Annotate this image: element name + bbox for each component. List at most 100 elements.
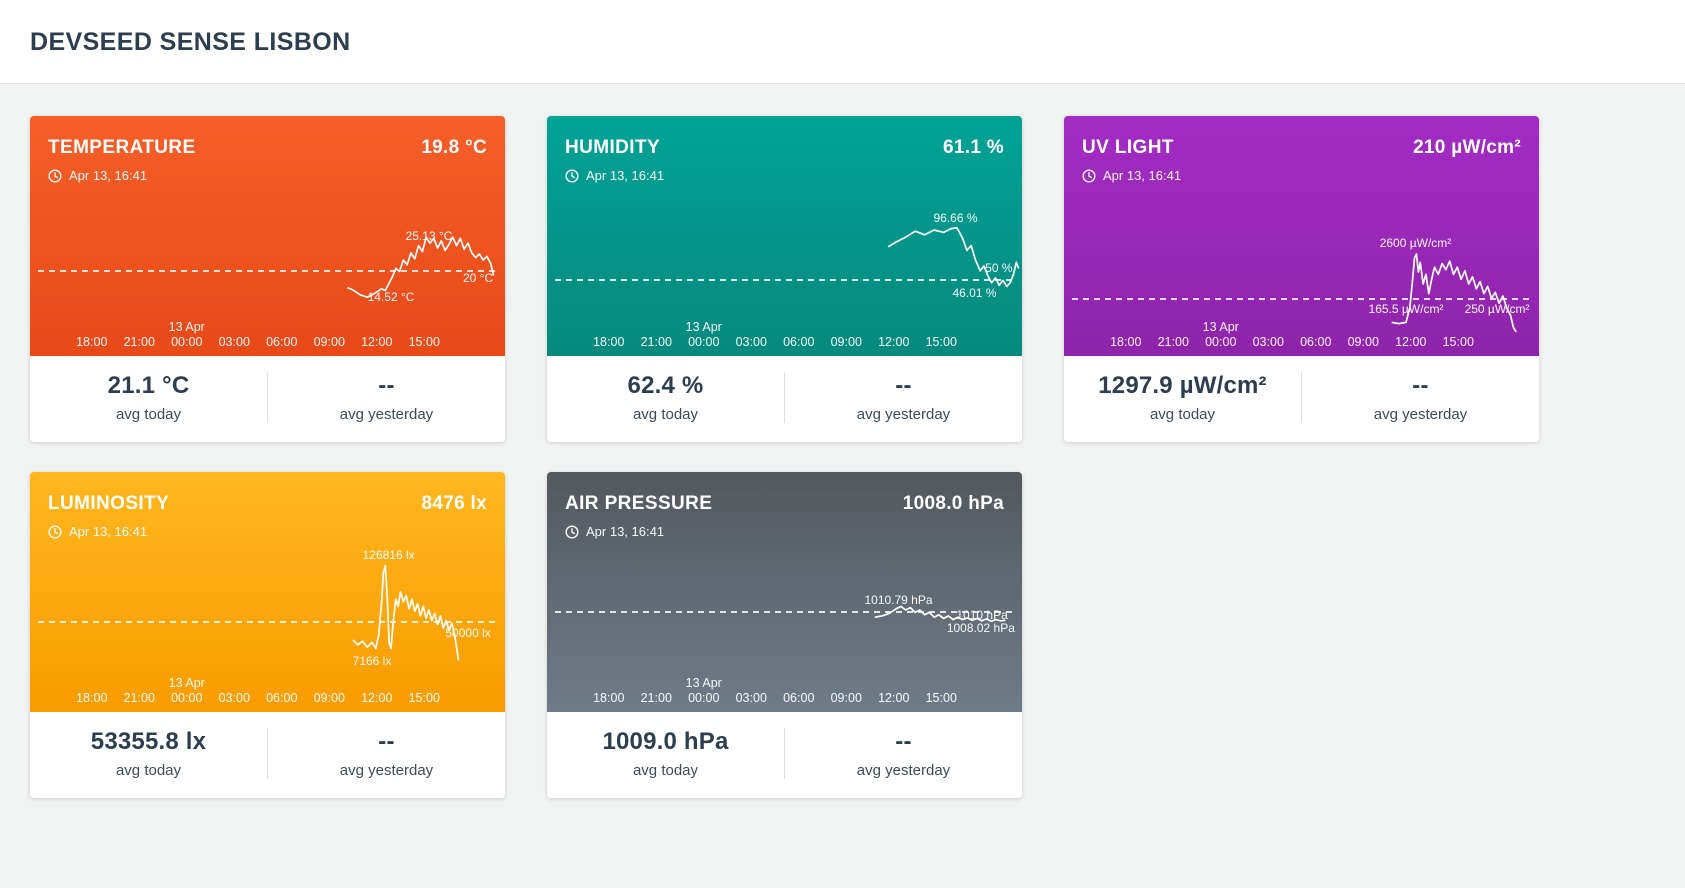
x-axis-date: 13 Apr (168, 676, 205, 690)
x-tick: 18:00 (1110, 335, 1142, 349)
avg-today-value: 62.4 % (627, 372, 704, 399)
x-tick: 12:00 (878, 691, 910, 705)
x-tick: 21:00 (123, 335, 155, 349)
x-tick: 15:00 (925, 335, 957, 349)
x-axis-date: 13 Apr (685, 676, 722, 690)
avg-yesterday-label: avg yesterday (339, 762, 434, 779)
threshold-annotation: 50000 lx (445, 625, 491, 640)
x-tick: 03:00 (735, 691, 767, 705)
x-tick: 06:00 (783, 335, 815, 349)
sensor-card-humidity[interactable]: HUMIDITY 61.1 % Apr 13, 16:41 96.66 % 46… (547, 116, 1022, 442)
uv-light-chart: UV LIGHT 210 µW/cm² Apr 13, 16:41 2600 µ… (1064, 116, 1539, 356)
clock-icon (1082, 168, 1096, 183)
timestamp: Apr 13, 16:41 (547, 515, 1022, 539)
x-tick: 00:00 (688, 335, 720, 349)
x-axis-date: 13 Apr (685, 320, 722, 334)
max-annotation: 96.66 % (933, 210, 978, 225)
timestamp-label: Apr 13, 16:41 (69, 168, 148, 183)
x-tick: 06:00 (266, 691, 298, 705)
x-tick: 21:00 (123, 691, 155, 705)
x-tick: 00:00 (688, 691, 720, 705)
avg-today-label: avg today (632, 406, 699, 423)
x-tick: 00:00 (1205, 335, 1237, 349)
x-tick: 18:00 (76, 335, 108, 349)
x-axis-date: 13 Apr (168, 320, 205, 334)
timestamp: Apr 13, 16:41 (30, 515, 505, 539)
x-tick: 18:00 (76, 691, 108, 705)
current-value: 1008.0 hPa (902, 493, 1004, 514)
x-tick: 15:00 (925, 691, 957, 705)
luminosity-chart: LUMINOSITY 8476 lx Apr 13, 16:41 126816 … (30, 472, 505, 712)
sensor-card-luminosity[interactable]: LUMINOSITY 8476 lx Apr 13, 16:41 126816 … (30, 472, 505, 798)
threshold-line (38, 620, 497, 623)
temperature-chart: TEMPERATURE 19.8 °C Apr 13, 16:41 25.13 … (30, 116, 505, 356)
threshold-line (1072, 298, 1531, 301)
x-tick: 09:00 (1347, 335, 1379, 349)
current-value: 210 µW/cm² (1413, 137, 1521, 158)
x-tick: 18:00 (593, 335, 625, 349)
avg-today-label: avg today (632, 762, 699, 779)
threshold-annotation: 250 µW/cm² (1464, 302, 1530, 316)
max-annotation: 25.13 °C (405, 228, 453, 243)
x-tick: 06:00 (1300, 335, 1332, 349)
avg-yesterday-label: avg yesterday (1373, 406, 1468, 423)
threshold-annotation: 1010 hPa (956, 607, 1008, 622)
avg-yesterday-value: -- (895, 372, 912, 399)
threshold-line (38, 269, 497, 272)
x-tick: 06:00 (266, 335, 298, 349)
card-title: AIR PRESSURE (565, 493, 713, 514)
min-annotation: 165.5 µW/cm² (1368, 302, 1444, 316)
min-annotation: 46.01 % (952, 286, 997, 301)
x-tick: 21:00 (1157, 335, 1189, 349)
avg-today-label: avg today (115, 762, 182, 779)
sparkline (547, 116, 1022, 356)
chart-header: UV LIGHT 210 µW/cm² (1064, 116, 1539, 159)
current-value: 19.8 °C (421, 137, 487, 158)
divider (784, 372, 785, 423)
max-annotation: 126816 lx (362, 547, 415, 562)
max-annotation: 2600 µW/cm² (1379, 236, 1452, 250)
sensor-card-temperature[interactable]: TEMPERATURE 19.8 °C Apr 13, 16:41 25.13 … (30, 116, 505, 442)
chart-header: LUMINOSITY 8476 lx (30, 472, 505, 515)
x-axis: 18:00 21:00 00:00 03:00 06:00 09:00 12:0… (30, 670, 505, 712)
top-bar: DEVSEED SENSE LISBON (0, 0, 1685, 84)
avg-yesterday-label: avg yesterday (856, 406, 951, 423)
x-tick: 03:00 (218, 335, 250, 349)
divider (1301, 372, 1302, 423)
sensor-card-air-pressure[interactable]: AIR PRESSURE 1008.0 hPa Apr 13, 16:41 10… (547, 472, 1022, 798)
clock-icon (48, 524, 62, 539)
avg-today-stat: 62.4 % avg today (547, 372, 784, 423)
x-tick: 09:00 (830, 691, 862, 705)
x-tick: 00:00 (171, 335, 203, 349)
card-footer: 1297.9 µW/cm² avg today -- avg yesterday (1064, 356, 1539, 442)
clock-icon (565, 168, 579, 183)
x-tick: 15:00 (408, 335, 440, 349)
avg-yesterday-stat: -- avg yesterday (785, 372, 1022, 423)
clock-icon (565, 524, 579, 539)
threshold-annotation: 20 °C (462, 270, 494, 285)
x-tick: 03:00 (735, 335, 767, 349)
threshold-annotation: 50 % (985, 261, 1013, 276)
sparkline (547, 472, 1022, 712)
timestamp-label: Apr 13, 16:41 (586, 168, 665, 183)
x-tick: 06:00 (783, 691, 815, 705)
cards-grid: TEMPERATURE 19.8 °C Apr 13, 16:41 25.13 … (0, 84, 1685, 830)
avg-yesterday-label: avg yesterday (339, 406, 434, 423)
chart-header: AIR PRESSURE 1008.0 hPa (547, 472, 1022, 515)
sensor-card-uv-light[interactable]: UV LIGHT 210 µW/cm² Apr 13, 16:41 2600 µ… (1064, 116, 1539, 442)
min-annotation: 1008.02 hPa (946, 620, 1015, 635)
x-tick: 12:00 (878, 335, 910, 349)
avg-today-stat: 53355.8 lx avg today (30, 728, 267, 779)
timestamp: Apr 13, 16:41 (30, 159, 505, 183)
avg-yesterday-stat: -- avg yesterday (268, 372, 505, 423)
sparkline (30, 116, 505, 356)
x-tick: 15:00 (408, 691, 440, 705)
current-value: 61.1 % (943, 137, 1004, 158)
avg-yesterday-value: -- (378, 728, 395, 755)
avg-yesterday-label: avg yesterday (856, 762, 951, 779)
card-title: LUMINOSITY (48, 493, 170, 514)
avg-yesterday-value: -- (378, 372, 395, 399)
avg-today-stat: 1009.0 hPa avg today (547, 728, 784, 779)
x-tick: 03:00 (1252, 335, 1284, 349)
card-footer: 21.1 °C avg today -- avg yesterday (30, 356, 505, 442)
